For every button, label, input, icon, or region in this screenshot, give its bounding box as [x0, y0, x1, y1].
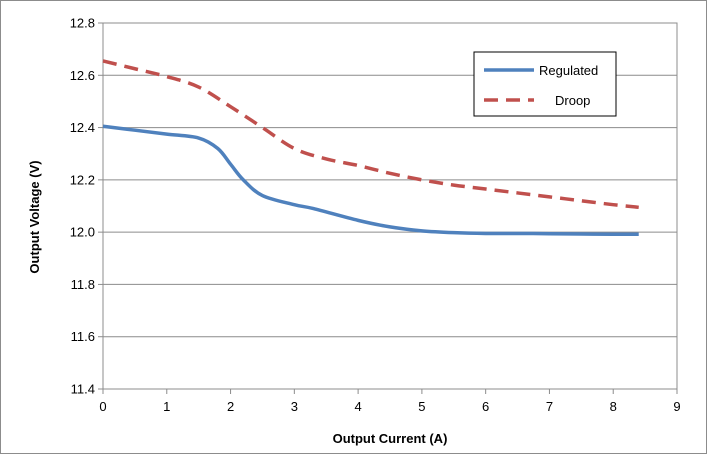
x-tick-label: 7: [546, 399, 553, 414]
legend-box: [473, 51, 617, 117]
y-tick-label: 11.6: [71, 329, 95, 344]
x-axis: 0 1 2 3 4 5 6 7 8 9: [99, 389, 681, 414]
x-tick-label: 1: [163, 399, 170, 414]
legend-label-regulated: Regulated: [539, 63, 598, 78]
legend-label-droop: Droop: [555, 93, 590, 108]
x-tick-label: 2: [227, 399, 234, 414]
x-axis-title: Output Current (A): [333, 431, 448, 446]
x-tick-label: 8: [610, 399, 617, 414]
y-axis-title: Output Voltage (V): [27, 160, 42, 273]
series-line-regulated: [102, 124, 639, 237]
series-layer: [102, 59, 639, 237]
y-tick-label: 11.8: [71, 277, 95, 292]
plot-area: [102, 22, 678, 390]
y-axis: 11.4 11.6 11.8 12.0 12.2 12.4 12.6 12.8: [70, 16, 103, 397]
x-tick-label: 5: [418, 399, 425, 414]
y-tick-label: 12.0: [70, 225, 95, 240]
y-tick-label: 12.2: [70, 172, 95, 187]
x-tick-label: 3: [291, 399, 298, 414]
y-tick-label: 12.6: [70, 68, 95, 83]
y-tick-label: 11.4: [71, 382, 95, 397]
x-tick-label: 0: [99, 399, 106, 414]
x-tick-label: 4: [354, 399, 361, 414]
legend: Regulated Droop: [473, 51, 617, 117]
x-tick-label: 9: [673, 399, 680, 414]
series-line-droop: [102, 59, 639, 210]
x-tick-label: 6: [482, 399, 489, 414]
y-tick-label: 12.8: [70, 16, 95, 31]
y-tick-label: 12.4: [70, 120, 95, 135]
